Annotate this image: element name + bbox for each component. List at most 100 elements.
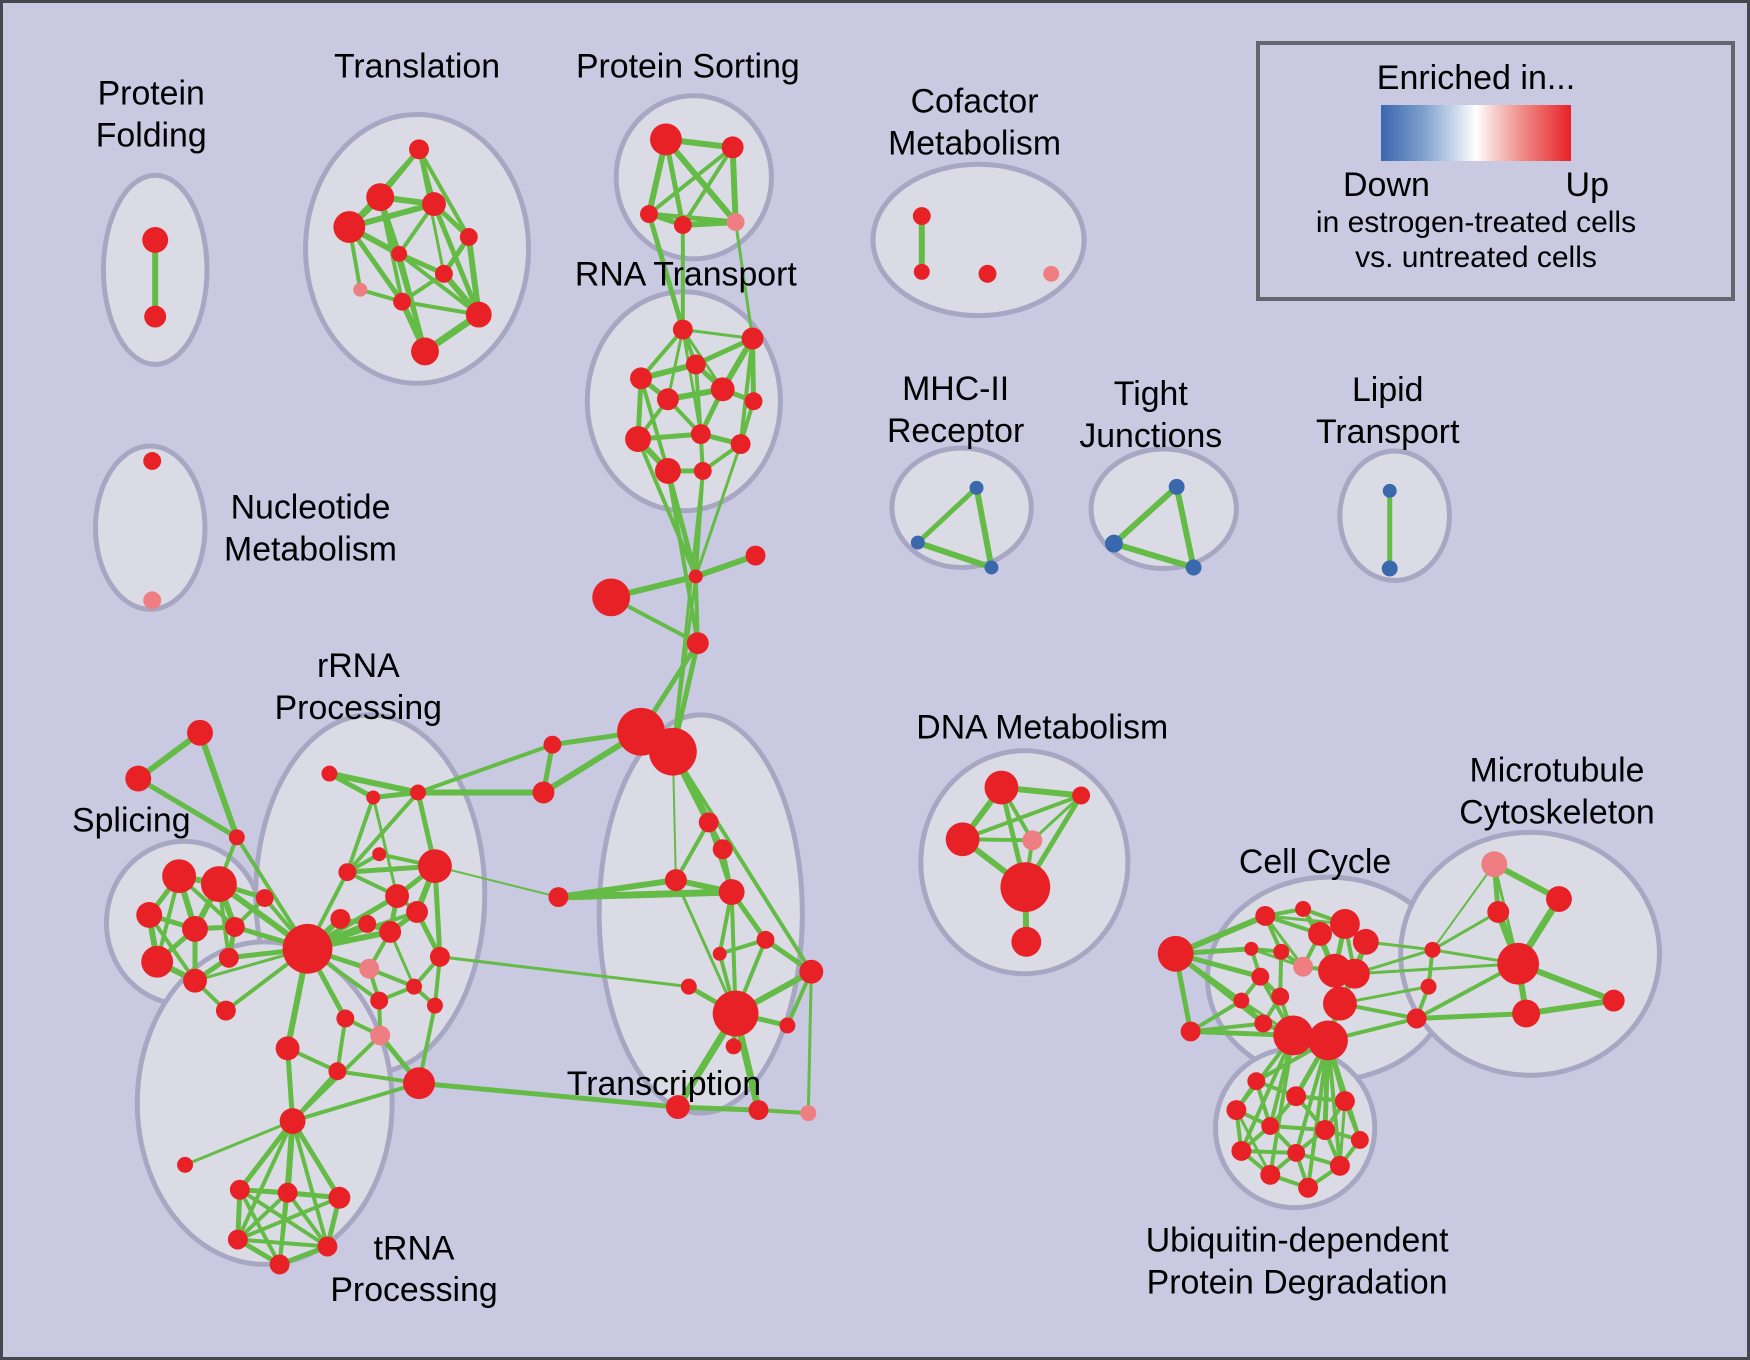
node-ub3 <box>1334 1091 1355 1112</box>
node-dm2 <box>1072 786 1091 805</box>
node-rr16 <box>275 1036 300 1061</box>
node-tn6 <box>317 1236 338 1257</box>
edge-ps5-r2 <box>734 220 755 341</box>
node-rr7 <box>379 920 402 943</box>
edge-trh-tn4 <box>290 1118 342 1201</box>
edge-r1-r6 <box>666 328 685 401</box>
node-rr17 <box>328 1062 347 1081</box>
node-r6 <box>656 388 679 411</box>
node-mt1 <box>1481 851 1508 878</box>
node-rr13 <box>426 997 443 1014</box>
legend-subtitle-2: vs. untreated cells <box>1355 241 1597 274</box>
label-nucleotide-metabolism-line2: Metabolism <box>224 531 397 569</box>
node-ub4 <box>1226 1100 1247 1121</box>
edge-t6-t10 <box>397 251 481 317</box>
node-t11 <box>411 337 439 366</box>
edge-tn4-tn5 <box>235 1195 342 1242</box>
edge-ccb2-ub12 <box>1306 1038 1330 1190</box>
label-dna-metabolism: DNA Metabolism <box>916 709 1168 747</box>
node-rr8 <box>406 901 428 923</box>
node-cc13 <box>1271 987 1290 1006</box>
node-tx2 <box>718 879 745 906</box>
edge-r3-r9 <box>693 362 703 437</box>
node-cc14 <box>1323 986 1357 1021</box>
node-tx12 <box>800 1105 817 1122</box>
edge-mt1-mt7 <box>1431 863 1496 951</box>
edge-tj2-tj3 <box>1110 540 1197 571</box>
node-sp3 <box>136 902 163 928</box>
node-tj1 <box>1168 478 1185 495</box>
node-sp4 <box>182 915 208 942</box>
node-rr12 <box>406 978 423 995</box>
node-cc11 <box>1251 967 1270 986</box>
node-mt3 <box>1487 901 1510 923</box>
edge-mt6-mt9 <box>1414 1011 1529 1021</box>
label-lipid-transport-line1: Lipid <box>1352 371 1423 409</box>
node-mt4 <box>1497 942 1540 985</box>
label-mhc-ii-receptor-line2: Receptor <box>887 412 1024 450</box>
edge-mt5-mt6 <box>1523 997 1617 1017</box>
node-mh3 <box>984 560 999 575</box>
cluster-transcription <box>596 712 805 1116</box>
edge-tx0-tx2 <box>554 888 736 901</box>
label-tight-junctions-line1: Tight <box>1114 375 1189 413</box>
legend: Enriched in... Down Up in estrogen-treat… <box>1256 41 1735 301</box>
node-r7 <box>744 392 763 411</box>
legend-up-label: Up <box>1565 166 1609 204</box>
node-mt8 <box>1420 978 1437 995</box>
node-cc3 <box>1308 921 1332 946</box>
node-rt1 <box>321 765 338 782</box>
edge-rt2-rr4 <box>371 795 399 898</box>
edge-mh1-mh2 <box>915 485 980 546</box>
edge-ps1-ps5 <box>662 136 739 226</box>
edge-ps3-r1 <box>646 211 686 333</box>
node-tx6 <box>680 978 697 995</box>
node-mt5 <box>1602 989 1625 1012</box>
node-r5 <box>710 377 735 402</box>
node-rr6 <box>358 914 377 933</box>
node-tn2 <box>229 1179 250 1200</box>
node-cc10 <box>1339 958 1370 989</box>
node-rr10 <box>429 946 450 967</box>
node-rr9 <box>359 958 380 979</box>
legend-updown-row: Down Up <box>1343 165 1609 205</box>
node-cc7 <box>1273 943 1290 960</box>
edge-r2-r10 <box>738 336 755 447</box>
label-lipid-transport-line2: Transport <box>1316 413 1460 451</box>
legend-title: Enriched in... <box>1376 59 1576 97</box>
node-tn4 <box>328 1186 351 1209</box>
node-tx1 <box>664 869 687 892</box>
node-t8 <box>353 282 368 297</box>
label-rna-transport: RNA Transport <box>575 256 797 294</box>
node-t10 <box>465 301 492 328</box>
node-tn7 <box>269 1254 290 1275</box>
edge-rr3-tx0 <box>433 865 560 899</box>
edge-tn5-tn6 <box>235 1237 330 1249</box>
node-r3 <box>685 354 706 375</box>
node-dm6 <box>1011 926 1042 957</box>
edge-r10-j1 <box>694 442 743 578</box>
node-t3 <box>422 192 446 217</box>
legend-content: Enriched in... Down Up in estrogen-treat… <box>1276 59 1676 275</box>
node-ub6 <box>1315 1120 1335 1140</box>
label-cell-cycle: Cell Cycle <box>1239 843 1391 881</box>
node-nm1 <box>143 452 162 470</box>
node-cc4 <box>1329 908 1360 939</box>
edge-tn3-tn5 <box>235 1190 290 1242</box>
node-ps5 <box>726 213 745 231</box>
node-sp7 <box>183 968 207 993</box>
edge-tx10-tx11 <box>675 1104 762 1113</box>
edge-ccb2-ub10 <box>1326 1038 1342 1168</box>
edge-tn3-tn7 <box>277 1190 290 1267</box>
cluster-nucleotide-metabolism <box>92 443 208 612</box>
node-big1 <box>592 578 631 617</box>
label-trna-processing-line1: tRNA <box>374 1229 455 1267</box>
node-cc15 <box>1254 1014 1273 1033</box>
label-ubiquitin-line1: Ubiquitin-dependent <box>1146 1221 1449 1259</box>
label-protein-sorting: Protein Sorting <box>576 48 800 86</box>
node-dm3 <box>945 822 980 857</box>
node-t9 <box>393 292 412 311</box>
node-ps2 <box>721 136 744 159</box>
cluster-cofactor-metabolism <box>870 161 1087 319</box>
